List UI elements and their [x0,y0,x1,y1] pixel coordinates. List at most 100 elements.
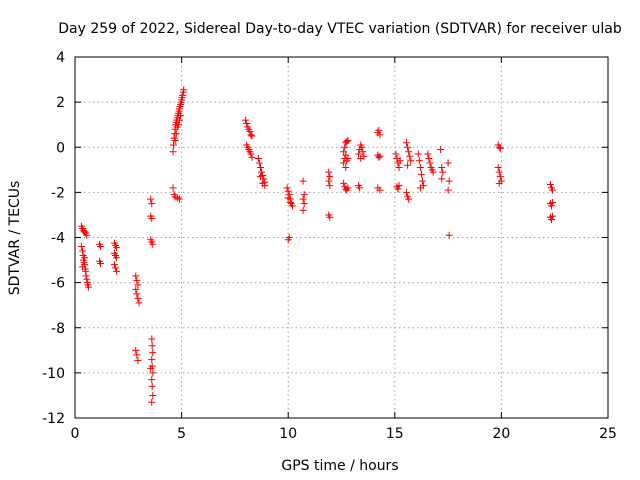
data-point [404,161,412,169]
data-point [326,182,334,190]
y-tick-label: -4 [51,231,65,247]
data-point [495,168,503,176]
data-point [495,179,503,187]
data-point [134,281,142,289]
data-point [132,346,140,354]
x-tick-label: 5 [177,426,186,442]
x-tick-label: 10 [279,426,297,442]
x-tick-label: 0 [71,426,80,442]
data-point [283,184,291,192]
data-point [438,175,446,183]
data-point [438,164,446,172]
data-point [256,173,264,181]
data-point [284,194,292,202]
data-point [133,276,141,284]
data-point [325,168,333,176]
data-point [148,335,156,343]
y-tick-label: 4 [56,50,65,66]
data-point [97,259,105,267]
data-point [148,376,156,384]
data-point [356,184,364,192]
data-point [392,150,400,158]
data-point [416,164,424,172]
data-point [179,91,187,99]
data-point [429,168,437,176]
data-point [444,159,452,167]
data-point [396,157,404,165]
data-point [494,164,502,172]
data-point [549,186,557,194]
data-point [405,195,413,203]
data-point [424,150,432,158]
data-point [113,267,121,275]
data-point [180,86,188,94]
data-point [172,130,180,138]
y-axis-label: SDTVAR / TECUs [7,181,23,296]
data-point [344,184,352,192]
y-tick-labels: -12 -10 -8 -6 -4 -2 0 2 4 [42,50,65,427]
data-point [299,195,307,203]
data-points [77,86,557,406]
data-point [83,275,91,283]
data-point [415,157,423,165]
data-point [147,364,155,372]
data-point [258,168,266,176]
data-point [284,187,292,195]
data-point [394,185,402,193]
data-point [148,355,156,363]
data-point [444,186,452,194]
data-point [285,234,293,241]
data-point [169,141,177,149]
data-point [549,212,557,220]
data-point [286,199,294,207]
data-point [97,243,105,251]
y-tick-label: 2 [56,95,65,111]
data-point [344,136,352,144]
data-point [445,231,453,239]
data-point [496,173,504,181]
data-point [82,272,90,280]
data-point [403,139,411,147]
data-point [405,148,413,156]
data-point [359,148,367,156]
data-point [255,159,263,167]
data-point [375,153,383,161]
data-point [326,213,334,221]
data-point [149,369,157,377]
data-point [426,159,434,167]
data-point [340,179,348,187]
y-tick-label: 0 [56,140,65,156]
data-point [246,127,254,135]
data-point [406,152,414,160]
x-tick-labels: 0 5 10 15 20 25 [71,426,617,442]
data-point [147,195,155,203]
data-point [132,285,140,293]
data-point [416,184,424,192]
data-point [358,143,366,151]
data-point [437,146,445,154]
grid [75,57,608,418]
data-point [113,244,121,252]
data-point [148,342,156,350]
data-point [148,382,156,390]
data-point [395,164,403,172]
data-point [395,182,403,190]
data-point [343,138,351,146]
data-point [247,150,255,158]
data-point [175,116,183,124]
data-point [376,131,384,139]
data-point [548,215,556,223]
data-point [548,202,556,210]
data-point [414,150,422,158]
data-point [133,290,141,298]
data-point [546,180,554,188]
y-tick-label: -2 [51,185,65,201]
data-point [417,170,425,178]
data-point [419,177,427,185]
data-point [132,272,140,280]
data-point [169,184,177,192]
data-point [174,121,182,129]
data-point [342,164,350,172]
data-point [439,168,447,176]
data-point [78,263,86,271]
